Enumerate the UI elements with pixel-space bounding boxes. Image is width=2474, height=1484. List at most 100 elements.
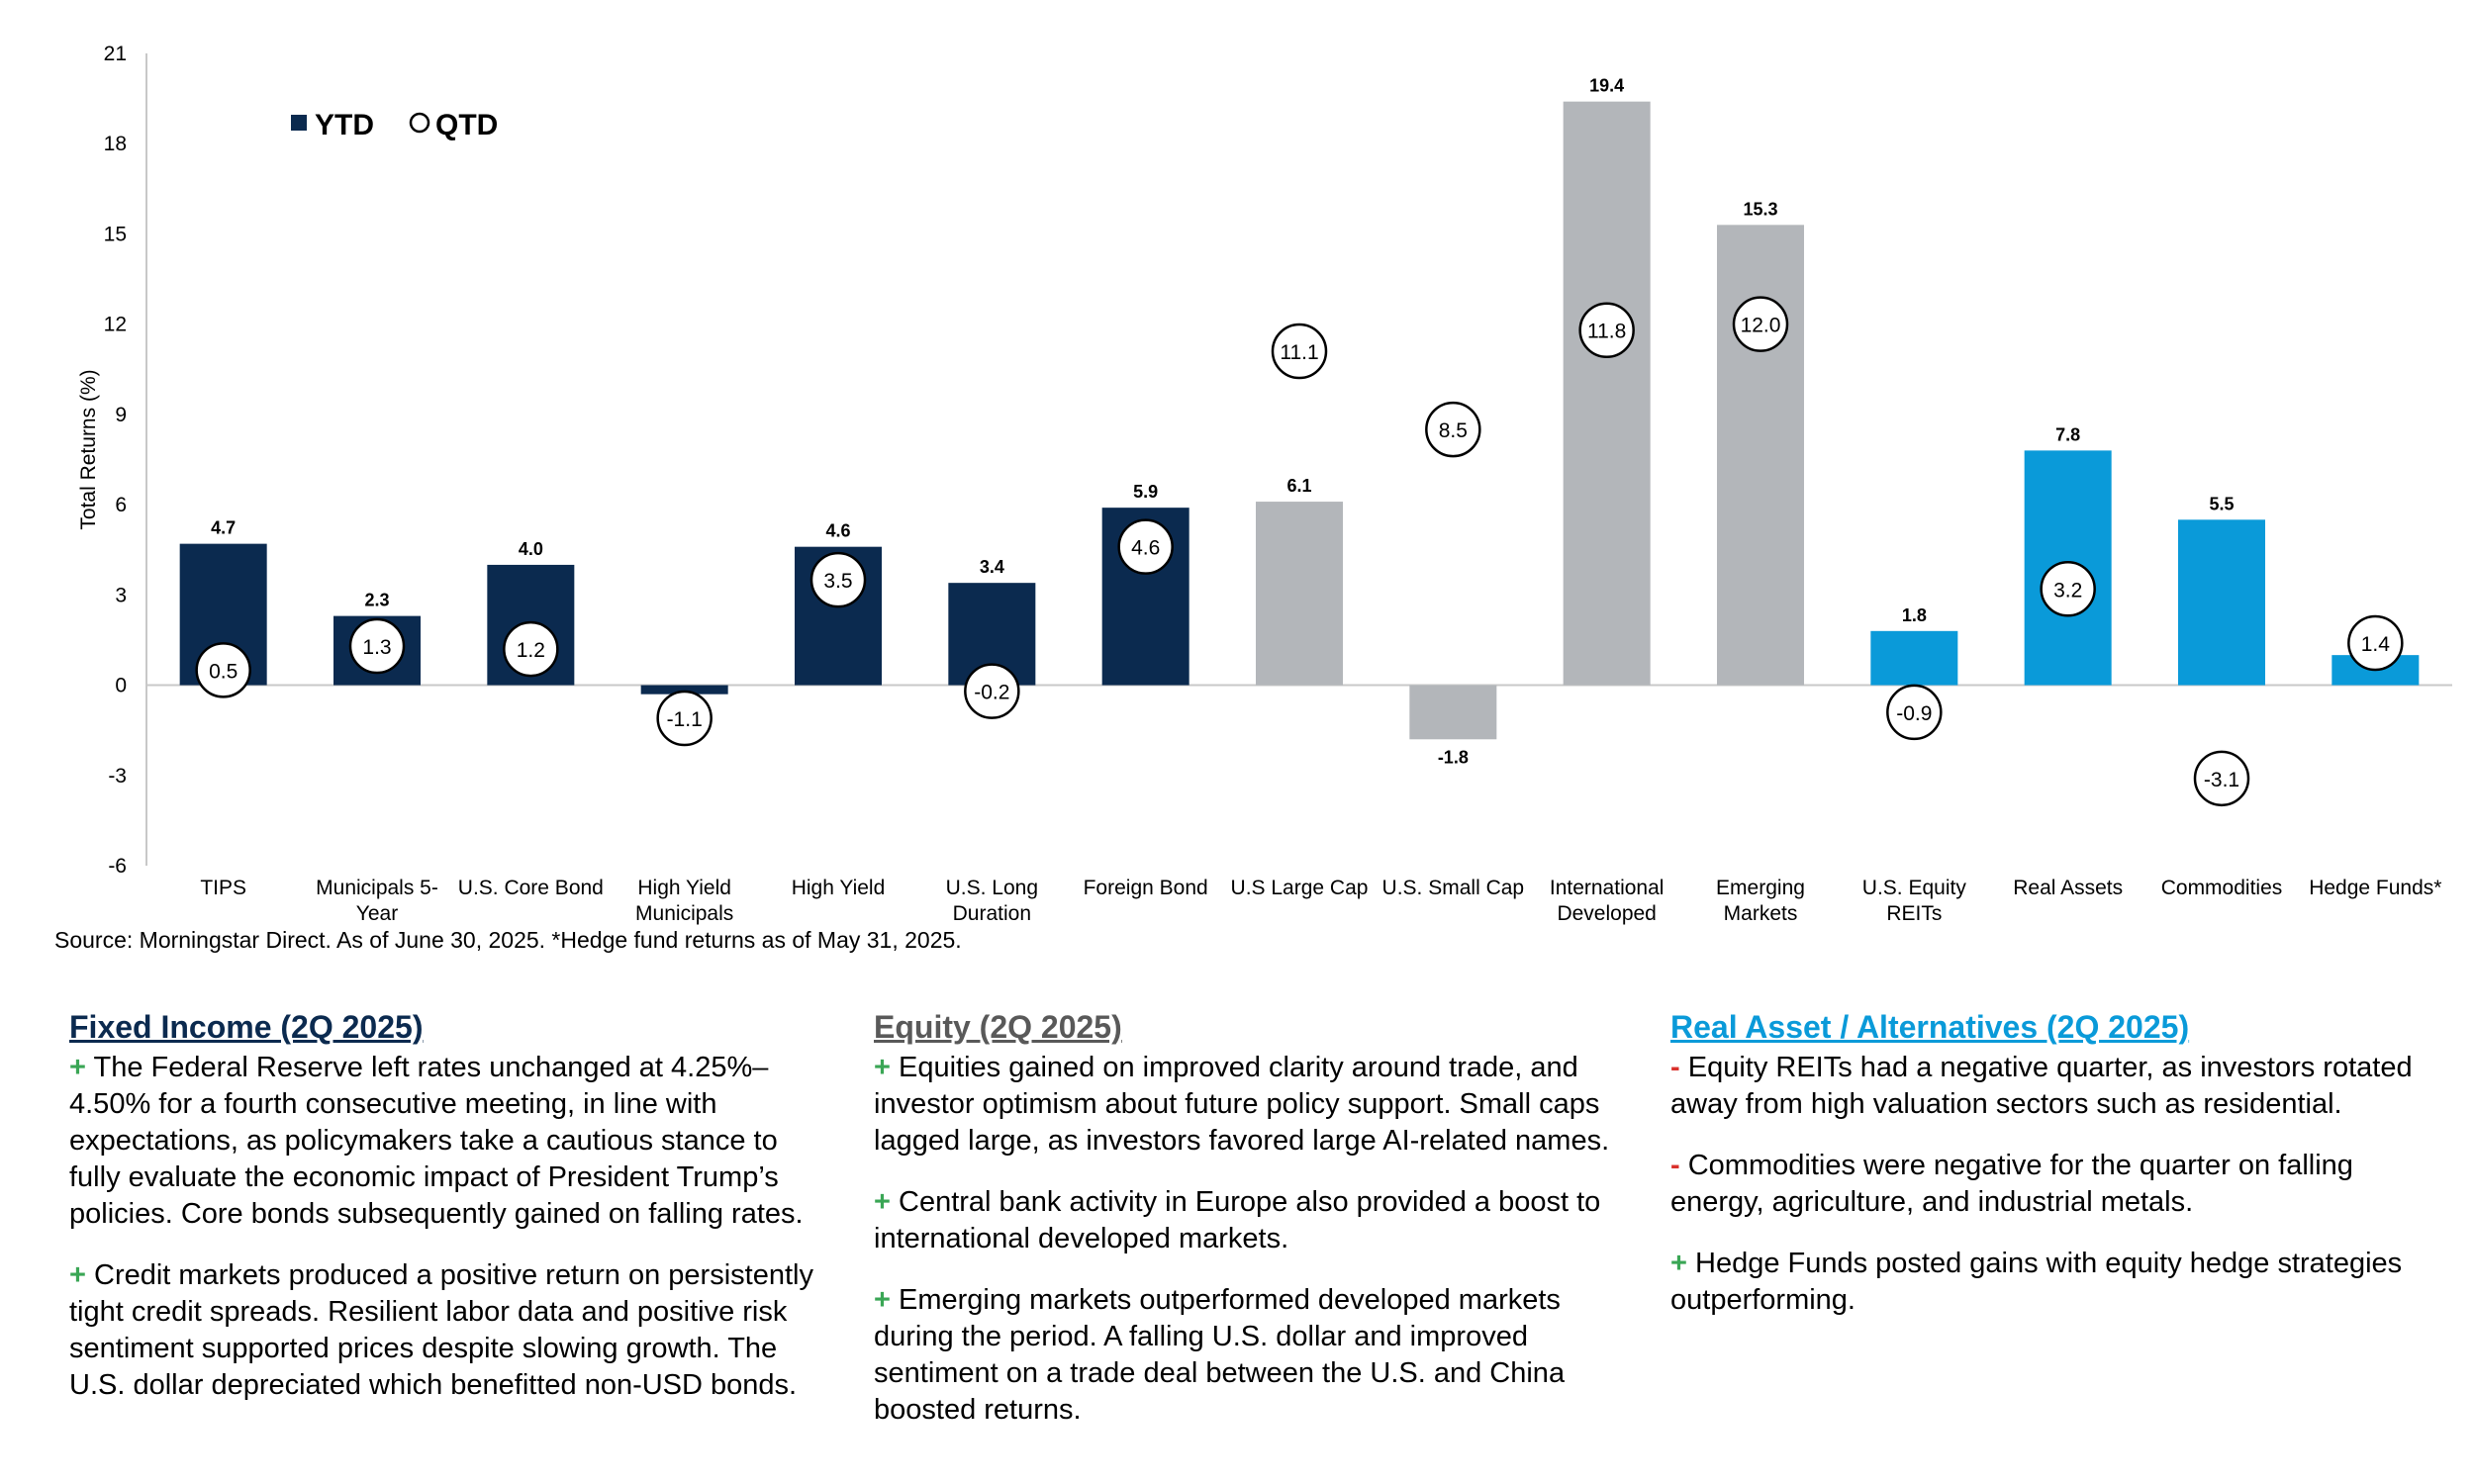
y-tick-label: 12 [104,314,127,336]
item-text: Equity REITs had a negative quarter, as … [1670,1052,2413,1120]
item-text: Credit markets produced a positive retur… [69,1259,813,1401]
source-note: Source: Morningstar Direct. As of June 3… [54,927,962,953]
equity-column: Equity (2Q 2025) + Equities gained on im… [874,1007,1636,1453]
equity-item: + Equities gained on improved clarity ar… [874,1050,1636,1159]
fixed-income-item: + Credit markets produced a positive ret… [69,1257,831,1404]
category-label: Markets [1724,902,1798,925]
qtd-value-label: 1.4 [2361,633,2391,656]
qtd-marker [809,551,867,608]
item-text: Commodities were negative for the quarte… [1670,1150,2353,1218]
qtd-value-label: 3.2 [2053,579,2082,602]
y-tick-label: 15 [104,223,127,245]
qtd-value-label: 11.1 [1280,341,1318,364]
bar-value-label: 4.6 [825,521,850,541]
qtd-marker [1425,401,1481,458]
bar-ytd [1870,630,1958,686]
y-tick-label: 18 [104,133,127,155]
qtd-value-label: 4.6 [1131,537,1160,560]
category-label: Commodities [2161,877,2283,899]
bar-ytd [1409,685,1497,740]
qtd-markers: 0.5 1.3 1.2 -1.1 3.5 -0.2 4.6 11.1 8.5 11.8 12.0 -0… [195,296,2404,807]
qtd-marker [656,690,713,747]
category-label: Year [356,902,398,925]
item-sign: + [874,1284,891,1316]
category-label: U.S Large Cap [1231,877,1369,899]
y-tick-label: -6 [108,855,127,878]
qtd-value-label: 0.5 [209,660,238,683]
bar-value-label: 5.5 [2209,494,2234,513]
legend-ytd-swatch [291,115,307,131]
category-label: Foreign Bond [1084,877,1208,899]
y-tick-label: 6 [115,494,127,516]
equity-item: + Central bank activity in Europe also p… [874,1184,1636,1257]
qtd-value-label: 1.2 [517,639,545,662]
real-asset-item: - Commodities were negative for the quar… [1670,1148,2432,1221]
category-label: Emerging [1716,877,1805,899]
bar-value-label: 5.9 [1133,482,1158,502]
y-axis-title: Total Returns (%) [77,369,100,529]
legend: YTD QTD [291,109,498,141]
qtd-marker [195,642,251,698]
fixed-income-title: Fixed Income (2Q 2025) [69,1009,424,1045]
real-asset-column: Real Asset / Alternatives (2Q 2025) - Eq… [1670,1007,2432,1344]
y-tick-label: 9 [115,404,127,426]
bar-value-label: 1.8 [1902,605,1927,625]
y-tick-label: 3 [115,584,127,606]
bar-ytd [2178,519,2265,686]
category-label: U.S. Equity [1862,877,1967,899]
item-sign: + [874,1052,891,1083]
bar-value-label: 3.4 [980,557,1004,577]
item-sign: - [1670,1150,1680,1181]
bar-ytd [1563,101,1651,686]
y-tick-label: -3 [108,765,127,788]
real-asset-item: + Hedge Funds posted gains with equity h… [1670,1246,2432,1319]
qtd-value-label: -0.2 [974,682,1009,704]
item-sign: + [874,1186,891,1218]
legend-qtd-label: QTD [435,109,498,141]
fixed-income-column: Fixed Income (2Q 2025) + The Federal Res… [69,1007,831,1429]
category-label: International [1550,877,1665,899]
y-tick-label: 21 [104,43,127,65]
qtd-marker [2347,614,2404,672]
item-text: Emerging markets outperformed developed … [874,1284,1566,1426]
category-labels: TIPS Municipals 5- Year U.S. Core Bond High … [200,877,2441,925]
bar-value-label: 6.1 [1286,476,1311,496]
y-tick-label: 0 [115,675,127,697]
category-label: High Yield [637,877,731,899]
qtd-marker [2193,750,2250,807]
bar-value-label: 7.8 [2055,424,2080,444]
fixed-income-item: + The Federal Reserve left rates unchang… [69,1050,831,1233]
category-label: Municipals 5- [316,877,438,899]
qtd-value-label: -3.1 [2204,769,2239,791]
category-label: High Yield [792,877,886,899]
bar-value-label: 19.4 [1589,76,1624,96]
qtd-value-label: 3.5 [823,570,852,593]
category-label: Duration [953,902,1031,925]
item-text: Central bank activity in Europe also pro… [874,1186,1601,1254]
bar-ytd [640,685,728,695]
qtd-value-label: 12.0 [1741,315,1781,337]
qtd-value-label: 1.3 [362,636,391,659]
equity-item: + Emerging markets outperformed develope… [874,1282,1636,1429]
qtd-marker [1271,323,1328,380]
real-asset-title: Real Asset / Alternatives (2Q 2025) [1670,1009,2190,1045]
category-label: REITs [1886,902,1942,925]
item-text: Equities gained on improved clarity arou… [874,1052,1610,1157]
item-text: The Federal Reserve left rates unchanged… [69,1052,804,1230]
bar-ytd [1717,225,1804,686]
returns-chart: Total Returns (%) -6 -3 0 3 6 9 12 15 18 21 4.7 2.… [77,43,2452,925]
category-label: U.S. Core Bond [458,877,604,899]
qtd-marker [1117,518,1174,575]
qtd-marker [964,663,1020,719]
item-sign: + [1670,1248,1687,1279]
qtd-marker [1578,302,1635,358]
legend-qtd-marker [409,112,430,134]
item-sign: + [69,1052,86,1083]
category-label: Hedge Funds* [2309,877,2441,899]
qtd-marker [1732,296,1789,352]
item-sign: - [1670,1052,1680,1083]
bar-value-label: 4.7 [211,518,236,538]
qtd-value-label: 11.8 [1587,321,1626,343]
bar-value-label: 2.3 [364,591,389,610]
category-label: TIPS [200,877,246,899]
